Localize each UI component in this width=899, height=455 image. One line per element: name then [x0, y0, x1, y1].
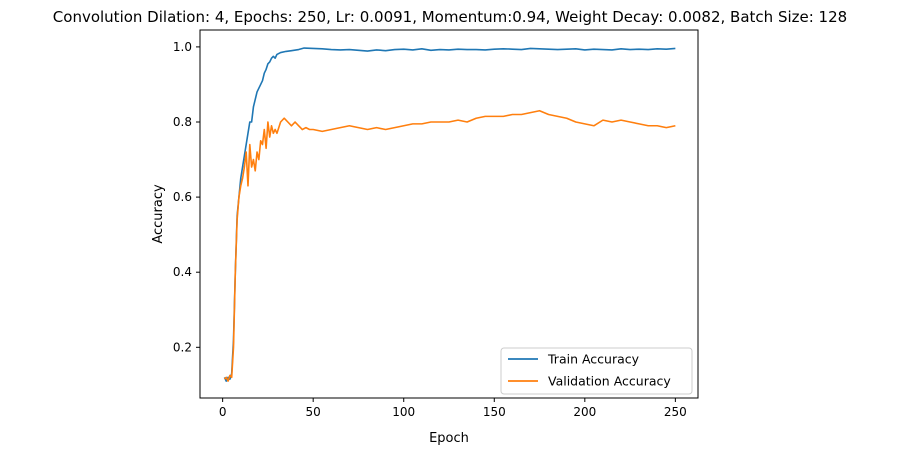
- legend-label-train: Train Accuracy: [547, 352, 640, 367]
- x-tick-label: 150: [483, 405, 506, 419]
- series-line-train: [223, 47, 676, 382]
- y-tick-label: 0.4: [173, 265, 192, 279]
- y-tick-label: 1.0: [173, 40, 192, 54]
- y-tick-label: 0.6: [173, 190, 192, 204]
- x-axis-ticks: 0 50 100 150 200 250: [219, 398, 687, 419]
- legend-box: [500, 347, 693, 395]
- series-layer: [223, 47, 676, 382]
- x-tick-label: 250: [664, 405, 687, 419]
- legend: Train Accuracy Validation Accuracy: [500, 347, 693, 395]
- chart-title: Convolution Dilation: 4, Epochs: 250, Lr…: [53, 8, 847, 26]
- x-axis-label: Epoch: [429, 431, 469, 446]
- legend-label-validation: Validation Accuracy: [548, 374, 671, 389]
- plot-frame: [199, 29, 699, 399]
- x-tick-label: 200: [573, 405, 596, 419]
- x-tick-label: 50: [306, 405, 321, 419]
- x-tick-label: 0: [219, 405, 227, 419]
- y-tick-label: 0.2: [173, 340, 192, 354]
- x-tick-label: 100: [392, 405, 415, 419]
- y-axis-ticks: 0.2 0.4 0.6 0.8 1.0: [173, 40, 200, 354]
- y-tick-label: 0.8: [173, 115, 192, 129]
- y-axis-label: Accuracy: [151, 184, 166, 244]
- plot-area: 0 50 100 150 200 250 0.2 0.4 0.6 0.8 1.0: [173, 29, 699, 419]
- series-line-validation: [223, 109, 676, 382]
